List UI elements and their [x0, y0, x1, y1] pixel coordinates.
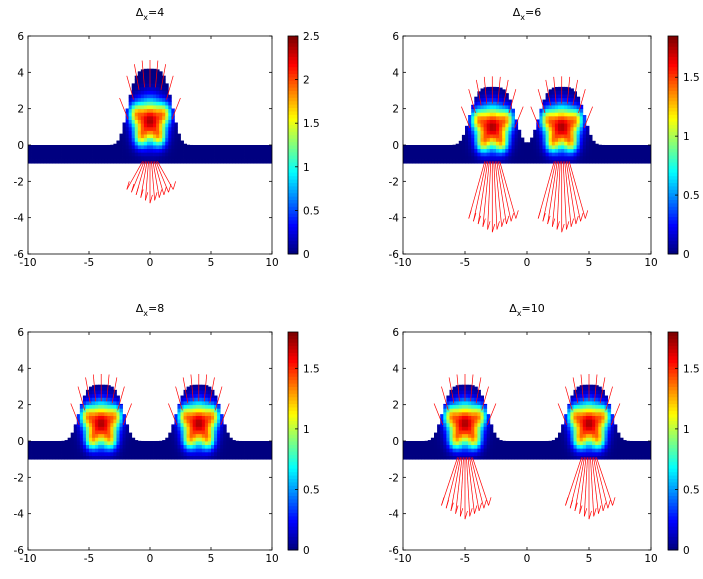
x-tick-label: 10: [644, 553, 657, 565]
panel-title: Δx=8: [136, 302, 164, 318]
panel-title: Δx=4: [136, 6, 164, 22]
y-tick-label: -4: [389, 213, 400, 225]
vector-field-arrows: [433, 373, 621, 520]
panel-title: Δx=6: [513, 6, 541, 22]
y-tick-label: -4: [389, 509, 400, 521]
colorbar-tick-label: 0: [683, 545, 690, 557]
panel-3: -10 -5 0 5 10 -6 -4 -2 0 2 4 6 Δx=8 0 0.5 1 1.5: [14, 302, 320, 565]
y-tick-label: 6: [392, 31, 399, 43]
colorbar-tick-label: 0.5: [683, 190, 700, 202]
y-tick-label: 4: [392, 67, 399, 79]
y-tick-label: -2: [389, 176, 399, 188]
y-tick-label: -6: [389, 249, 400, 261]
y-tick-label: -2: [389, 472, 399, 484]
y-tick-label: 0: [17, 436, 24, 448]
y-tick-label: -4: [14, 509, 25, 521]
y-tick-label: 4: [17, 67, 24, 79]
heatmap-field: [28, 384, 272, 460]
colorbar-box: [667, 331, 679, 551]
colorbar-tick-label: 2: [303, 75, 310, 87]
heatmap-field: [403, 384, 651, 460]
x-tick-label: 5: [208, 257, 215, 269]
y-tick-label: 4: [392, 363, 399, 375]
x-tick-label: 10: [265, 257, 278, 269]
y-tick-label: -6: [389, 545, 400, 557]
colorbar-tick-label: 1: [683, 424, 690, 436]
y-tick-label: 2: [17, 104, 24, 116]
y-tick-label: 0: [392, 140, 399, 152]
colorbar-tick-label: 2.5: [303, 31, 320, 43]
y-tick-label: 4: [17, 363, 24, 375]
heatmap-field: [28, 68, 272, 164]
x-tick-label: -10: [19, 553, 36, 565]
x-tick-label: -5: [460, 553, 470, 565]
colorbar-tick-label: 0.5: [683, 484, 700, 496]
colorbar-box: [667, 35, 679, 255]
y-tick-label: 2: [392, 400, 399, 412]
colorbar-box: [287, 35, 299, 255]
x-tick-label: -10: [394, 257, 411, 269]
vector-field-arrows: [70, 373, 230, 425]
colorbar: 0 0.5 1 1.5: [667, 35, 700, 261]
colorbar-tick-label: 0: [303, 249, 310, 261]
x-tick-label: -5: [84, 553, 94, 565]
y-tick-label: 0: [17, 140, 24, 152]
x-tick-label: 5: [586, 553, 593, 565]
colorbar-tick-label: 1: [303, 424, 310, 436]
colorbar-tick-label: 1.5: [303, 363, 320, 375]
panel-4: -10 -5 0 5 10 -6 -4 -2 0 2 4 6 Δx=10 0 0.5 1 1.5: [389, 302, 700, 565]
x-tick-label: 0: [524, 553, 531, 565]
y-tick-label: -4: [14, 213, 25, 225]
x-tick-label: -10: [19, 257, 36, 269]
colorbar-tick-label: 1.5: [683, 363, 700, 375]
y-tick-label: 2: [392, 104, 399, 116]
colorbar-tick-label: 0: [683, 249, 690, 261]
colorbar: 0 0.5 1 1.5 2 2.5: [287, 31, 320, 261]
colorbar-tick-label: 0.5: [303, 484, 320, 496]
x-tick-label: -10: [394, 553, 411, 565]
y-tick-label: -6: [14, 249, 25, 261]
y-tick-label: 6: [392, 327, 399, 339]
colorbar-tick-label: 1: [303, 162, 310, 174]
y-tick-label: -6: [14, 545, 25, 557]
x-tick-label: 0: [524, 257, 531, 269]
y-tick-label: -2: [14, 176, 24, 188]
x-tick-label: -5: [460, 257, 470, 269]
y-tick-label: 0: [392, 436, 399, 448]
panel-1: -10 -5 0 5 10 -6 -4 -2 0 2 4 6 Δx=4 0 0.5 1 1.5 2 2.5: [14, 6, 320, 269]
y-tick-label: 2: [17, 400, 24, 412]
colorbar-tick-label: 1.5: [683, 72, 700, 84]
colorbar: 0 0.5 1 1.5: [667, 331, 700, 557]
colorbar-tick-label: 0.5: [303, 205, 320, 217]
vector-field-arrows: [119, 59, 181, 204]
colorbar-box: [287, 331, 299, 551]
x-tick-label: 0: [147, 257, 154, 269]
colorbar-tick-label: 0: [303, 545, 310, 557]
panel-title: Δx=10: [509, 302, 544, 318]
colorbar-tick-label: 1.5: [303, 118, 320, 130]
x-tick-label: 10: [644, 257, 657, 269]
colorbar: 0 0.5 1 1.5: [287, 331, 320, 557]
x-tick-label: 5: [586, 257, 593, 269]
y-tick-label: 6: [17, 327, 24, 339]
vector-field-arrows: [461, 76, 593, 233]
panel-2: -10 -5 0 5 10 -6 -4 -2 0 2 4 6 Δx=6 0 0.5 1 1.5: [389, 6, 700, 269]
heatmap-field: [403, 86, 651, 164]
x-tick-label: 5: [208, 553, 215, 565]
x-tick-label: 0: [147, 553, 154, 565]
y-tick-label: -2: [14, 472, 24, 484]
x-tick-label: 10: [265, 553, 278, 565]
y-tick-label: 6: [17, 31, 24, 43]
colorbar-tick-label: 1: [683, 131, 690, 143]
x-tick-label: -5: [84, 257, 94, 269]
